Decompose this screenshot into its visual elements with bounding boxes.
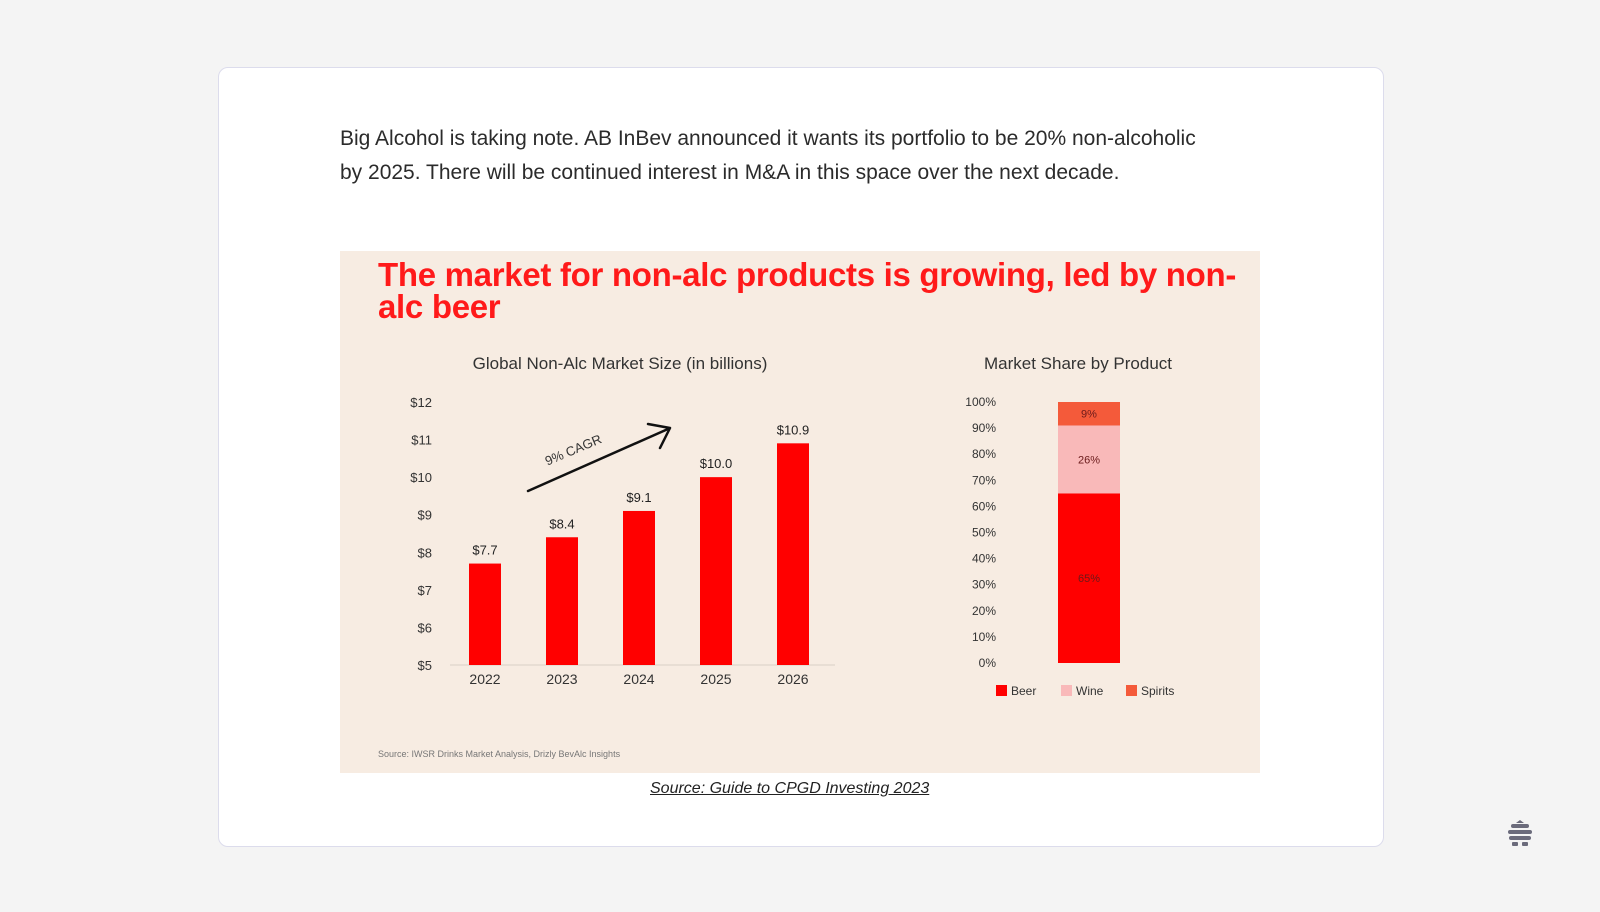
- share-y-tick-label: 50%: [972, 526, 996, 540]
- share-y-tick-label: 80%: [972, 447, 996, 461]
- share-chart-title: Market Share by Product: [984, 354, 1172, 373]
- cagr-arrow-head: [646, 422, 672, 450]
- stack-segment-label: 26%: [1078, 454, 1100, 466]
- x-tick-label: 2026: [777, 671, 808, 687]
- bar-data-label: $8.4: [549, 516, 574, 531]
- bar-2023: [546, 537, 578, 665]
- bar-2025: [700, 477, 732, 665]
- bar-data-label: $10.9: [777, 422, 810, 437]
- share-y-tick-label: 100%: [965, 395, 996, 409]
- legend-label-spirits: Spirits: [1141, 684, 1174, 698]
- x-tick-label: 2023: [546, 671, 577, 687]
- x-tick-label: 2025: [700, 671, 731, 687]
- bar-2026: [777, 443, 809, 665]
- x-tick-label: 2024: [623, 671, 654, 687]
- stack-segment-label: 9%: [1081, 409, 1097, 421]
- cagr-annotation: 9% CAGR: [543, 431, 604, 468]
- legend-swatch-spirits: [1126, 685, 1137, 696]
- legend-swatch-wine: [1061, 685, 1072, 696]
- bar-2022: [469, 563, 501, 665]
- y-tick-label: $5: [418, 658, 432, 673]
- bar-data-label: $9.1: [626, 490, 651, 505]
- y-tick-label: $6: [418, 620, 432, 635]
- y-tick-label: $10: [410, 470, 432, 485]
- share-y-tick-label: 30%: [972, 578, 996, 592]
- share-y-tick-label: 40%: [972, 552, 996, 566]
- bar-data-label: $7.7: [472, 543, 497, 558]
- charts-svg: Global Non-Alc Market Size (in billions)…: [410, 354, 1174, 698]
- y-tick-label: $11: [411, 433, 432, 448]
- chart-figure: The market for non-alc products is growi…: [340, 251, 1260, 773]
- y-tick-label: $8: [418, 545, 432, 560]
- stack-segment-spirits: [1058, 402, 1120, 426]
- stack-segment-wine: [1058, 425, 1120, 494]
- y-tick-label: $12: [410, 395, 432, 410]
- share-y-tick-label: 0%: [979, 656, 997, 670]
- legend-label-wine: Wine: [1076, 684, 1104, 698]
- y-tick-label: $9: [418, 508, 432, 523]
- share-y-tick-label: 90%: [972, 421, 996, 435]
- figure-source: Source: IWSR Drinks Market Analysis, Dri…: [378, 749, 621, 759]
- y-tick-label: $7: [418, 583, 432, 598]
- source-caption-link[interactable]: Source: Guide to CPGD Investing 2023: [650, 780, 930, 797]
- beehive-icon: [1508, 820, 1532, 846]
- bar-2024: [623, 510, 655, 665]
- legend-label-beer: Beer: [1011, 684, 1036, 698]
- legend-swatch-beer: [996, 685, 1007, 696]
- stack-segment-beer: [1058, 493, 1120, 663]
- share-y-tick-label: 60%: [972, 499, 996, 513]
- x-tick-label: 2022: [469, 671, 500, 687]
- share-y-tick-label: 20%: [972, 604, 996, 618]
- share-y-tick-label: 70%: [972, 473, 996, 487]
- bar-chart-title: Global Non-Alc Market Size (in billions): [473, 354, 768, 373]
- stack-segment-label: 65%: [1078, 573, 1100, 585]
- cagr-arrow-line: [526, 427, 670, 493]
- figure-title: The market for non-alc products is growi…: [378, 256, 1237, 325]
- share-y-tick-label: 10%: [972, 630, 996, 644]
- article-paragraph: Big Alcohol is taking note. AB InBev ann…: [340, 127, 1196, 184]
- bar-data-label: $10.0: [700, 456, 733, 471]
